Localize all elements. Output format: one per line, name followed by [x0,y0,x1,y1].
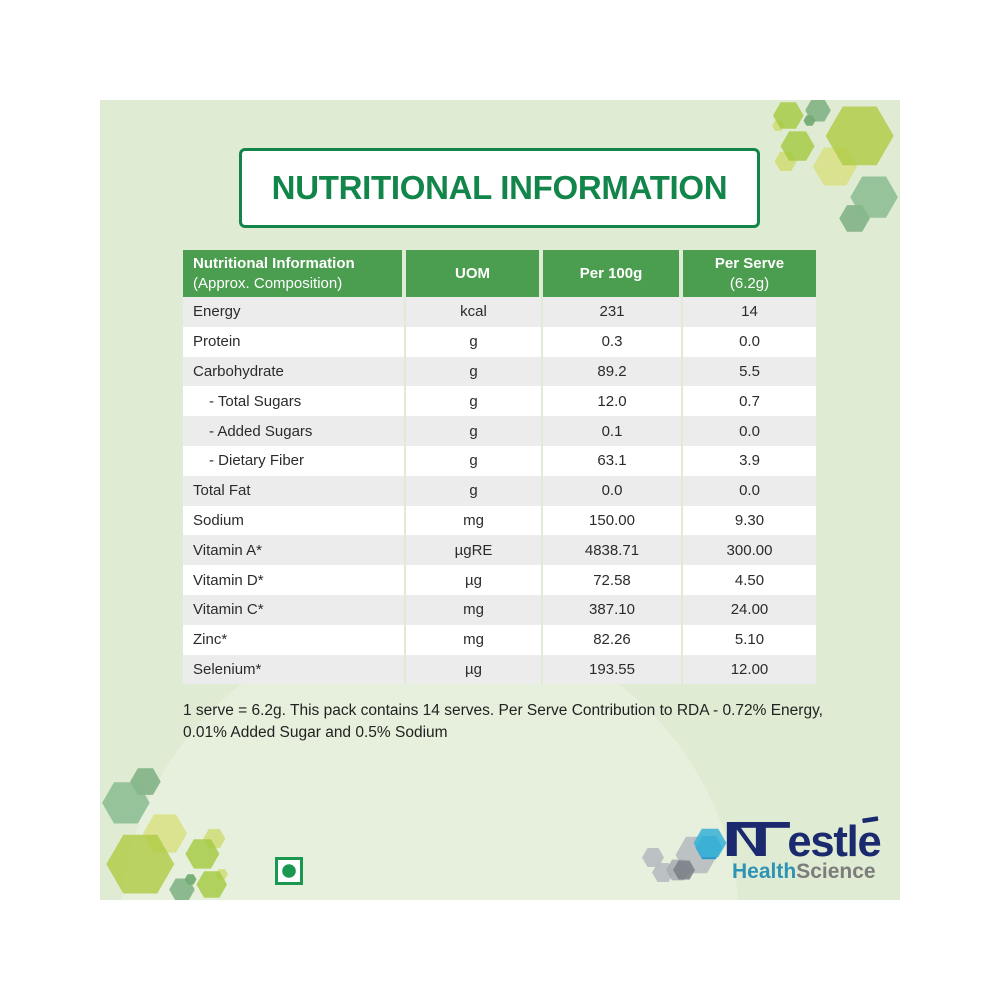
svg-text:estle: estle [787,818,880,862]
